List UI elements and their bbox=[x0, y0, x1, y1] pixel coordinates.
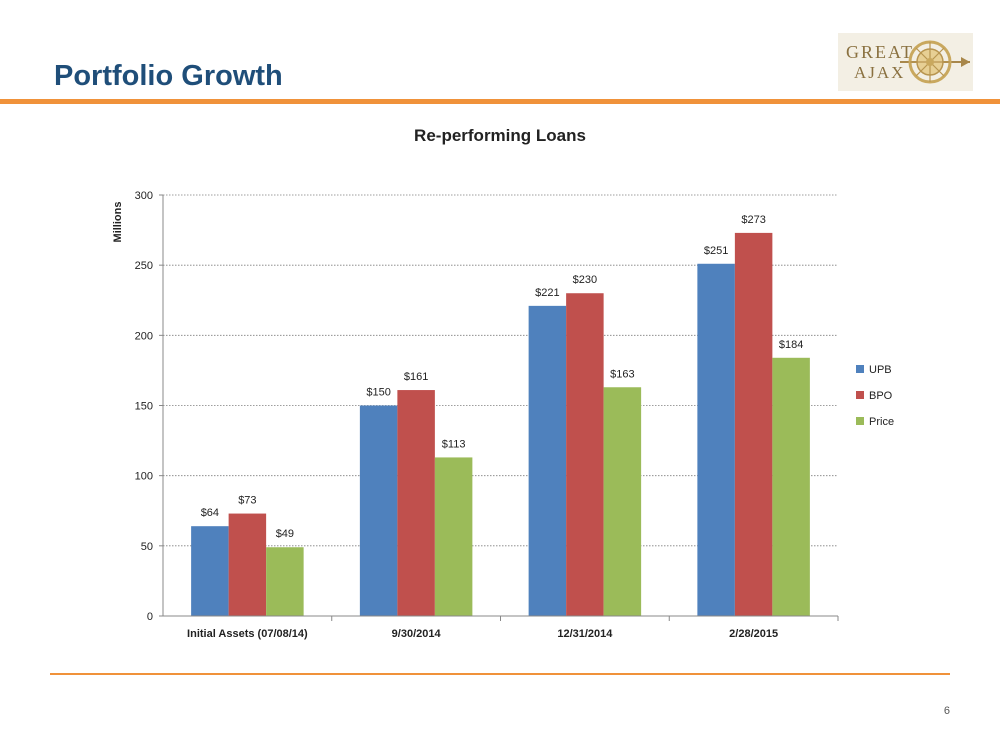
data-label: $161 bbox=[404, 371, 428, 383]
bar-bpo bbox=[734, 232, 773, 616]
y-tick-label: 100 bbox=[135, 471, 153, 483]
bar-price bbox=[603, 387, 642, 616]
logo-text-ajax: AJAX bbox=[854, 63, 906, 82]
logo-text-great: GREAT bbox=[846, 42, 914, 62]
sun-compass-arrow-icon bbox=[900, 40, 970, 84]
y-tick-label: 300 bbox=[135, 190, 153, 202]
legend: UPB BPO Price bbox=[856, 364, 894, 428]
bar-bpo bbox=[228, 513, 267, 616]
x-tick-label: 12/31/2014 bbox=[557, 628, 613, 640]
legend-swatch-upb bbox=[856, 365, 864, 373]
chart-title: Re-performing Loans bbox=[414, 126, 586, 145]
legend-swatch-bpo bbox=[856, 391, 864, 399]
bar-upb bbox=[528, 305, 567, 616]
y-axis-label: Millions bbox=[112, 202, 124, 243]
legend-label-price: Price bbox=[869, 416, 894, 428]
bar-bpo bbox=[566, 293, 604, 616]
data-label: $221 bbox=[535, 287, 559, 299]
bar-price bbox=[434, 457, 473, 616]
x-tick-label: 2/28/2015 bbox=[729, 628, 778, 640]
y-tick-label: 150 bbox=[135, 401, 153, 413]
y-tick-label: 50 bbox=[141, 541, 153, 553]
data-label: $49 bbox=[276, 528, 294, 540]
company-logo: GREAT AJAX bbox=[838, 33, 973, 91]
header-divider bbox=[0, 99, 1000, 104]
data-label: $230 bbox=[573, 274, 597, 286]
page-number: 6 bbox=[943, 705, 950, 717]
data-label: $251 bbox=[704, 245, 728, 257]
bar-price bbox=[266, 547, 304, 616]
data-label: $273 bbox=[741, 214, 765, 226]
data-label: $64 bbox=[201, 507, 219, 519]
bar-upb bbox=[697, 263, 735, 616]
legend-label-bpo: BPO bbox=[869, 390, 893, 402]
data-label: $184 bbox=[779, 339, 803, 351]
page-title: Portfolio Growth bbox=[54, 60, 283, 92]
legend-swatch-price bbox=[856, 417, 864, 425]
data-label: $113 bbox=[442, 438, 466, 450]
bar-price bbox=[772, 357, 810, 616]
bar-upb bbox=[191, 526, 229, 616]
bars: $64 $73 $49 Initial Assets (07/08/14) $150 $1… bbox=[187, 214, 839, 640]
y-tick-label: 200 bbox=[135, 330, 153, 342]
bar-upb bbox=[359, 405, 398, 616]
legend-label-upb: UPB bbox=[869, 364, 892, 376]
bar-bpo bbox=[397, 390, 435, 616]
x-tick-label: Initial Assets (07/08/14) bbox=[187, 628, 308, 640]
y-tick-label: 250 bbox=[135, 260, 153, 272]
data-label: $150 bbox=[366, 387, 390, 399]
data-label: $73 bbox=[238, 495, 256, 507]
y-tick-label: 0 bbox=[147, 611, 153, 623]
data-label: $163 bbox=[610, 368, 634, 380]
axes bbox=[162, 195, 838, 617]
footer-divider bbox=[50, 673, 950, 675]
x-tick-label: 9/30/2014 bbox=[392, 628, 442, 640]
